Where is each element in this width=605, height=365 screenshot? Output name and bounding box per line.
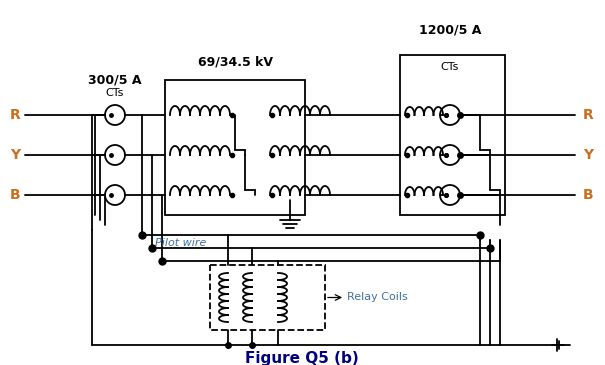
Text: 69/34.5 kV: 69/34.5 kV xyxy=(197,55,272,69)
Text: B: B xyxy=(10,188,21,202)
Text: 1200/5 A: 1200/5 A xyxy=(419,23,481,36)
Text: R: R xyxy=(583,108,594,122)
Text: Y: Y xyxy=(583,148,593,162)
Text: CTs: CTs xyxy=(441,62,459,72)
Bar xyxy=(400,55,505,215)
Text: Figure Q5 (b): Figure Q5 (b) xyxy=(245,350,359,365)
Text: Y: Y xyxy=(10,148,20,162)
Text: Relay Coils: Relay Coils xyxy=(347,292,408,303)
Bar xyxy=(210,265,325,330)
Text: 300/5 A: 300/5 A xyxy=(88,73,142,87)
Text: R: R xyxy=(10,108,21,122)
Text: CTs: CTs xyxy=(106,88,124,98)
Bar xyxy=(165,80,305,215)
Text: B: B xyxy=(583,188,594,202)
Text: Pilot wire: Pilot wire xyxy=(155,238,206,248)
